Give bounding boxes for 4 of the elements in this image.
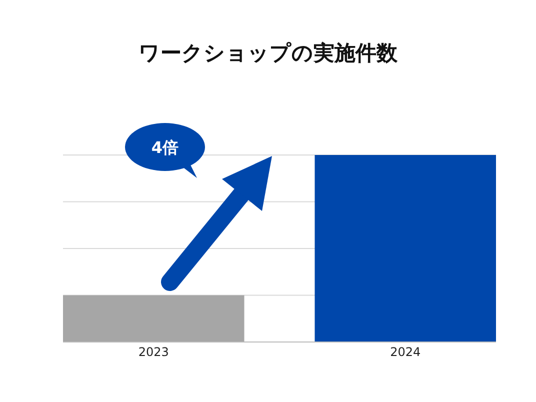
x-tick-label: 2023 [138,344,169,359]
annotation: 4倍 [151,138,179,157]
x-tick-label: 2024 [390,344,421,359]
chart-title: ワークショップの実施件数 [138,41,398,65]
